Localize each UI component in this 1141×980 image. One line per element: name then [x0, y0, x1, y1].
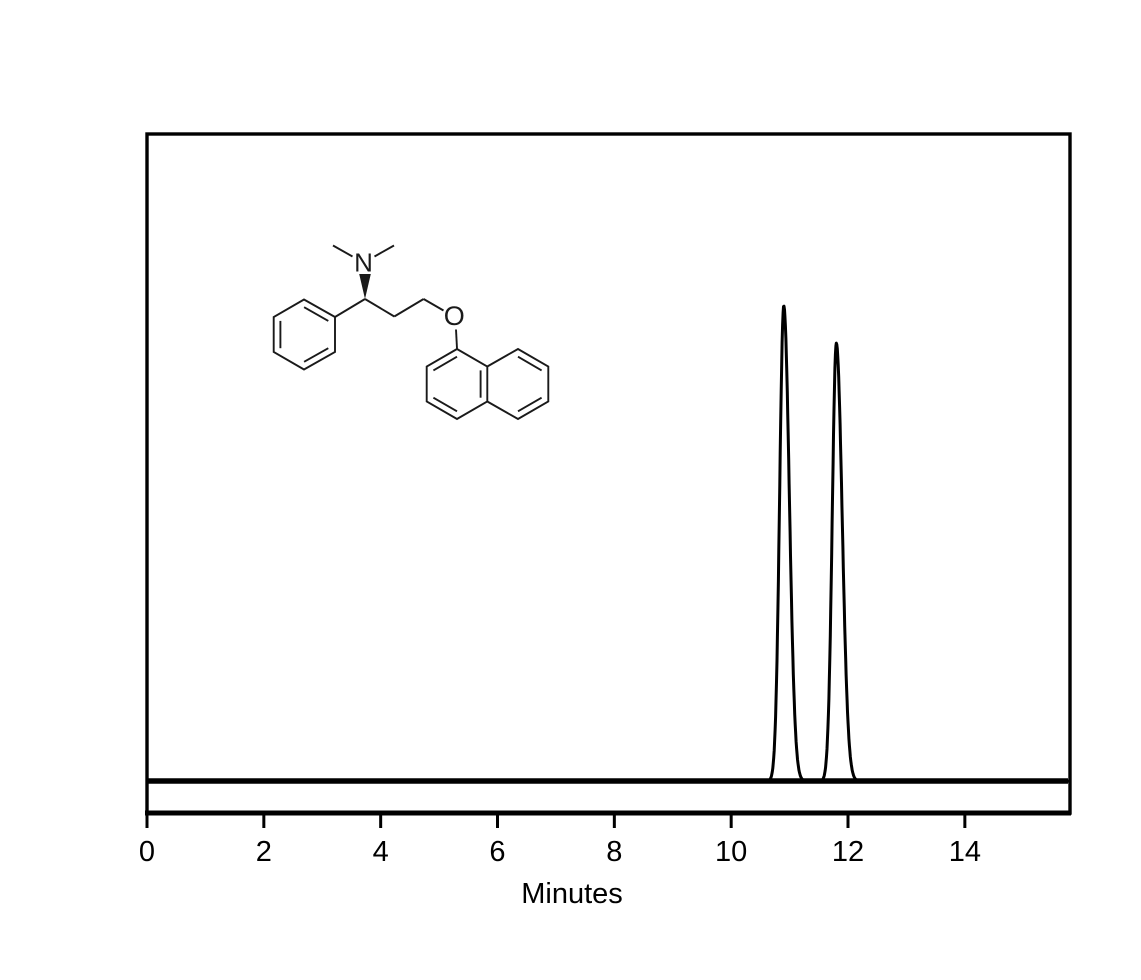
bond	[423, 298, 444, 312]
bond	[364, 298, 395, 318]
x-tick-label: 10	[715, 836, 747, 868]
wedge-bond	[359, 274, 371, 299]
naphthalene-double-bond	[517, 355, 543, 372]
x-axis-title: Minutes	[521, 878, 623, 910]
phenyl-double-bond	[303, 347, 329, 363]
x-tick-label: 2	[256, 836, 272, 868]
x-tick-label: 6	[489, 836, 505, 868]
molecule-structure-dapoxetine: N O	[272, 244, 550, 421]
x-axis-ticks	[145, 814, 967, 828]
plot-frame	[145, 132, 1072, 815]
phenyl-ring	[272, 298, 336, 371]
x-tick-label: 14	[949, 836, 981, 868]
bond	[393, 298, 425, 318]
naphthalene-double-bond	[517, 396, 543, 413]
bond	[334, 298, 366, 318]
x-tick-label: 0	[139, 836, 155, 868]
phenyl-double-bond	[303, 306, 329, 322]
x-tick-label: 4	[373, 836, 389, 868]
chromatogram-trace	[146, 304, 1070, 783]
x-tick-label: 12	[832, 836, 864, 868]
naphthalene-double-bond	[432, 355, 458, 372]
oxygen-label: O	[444, 301, 465, 331]
ether-bond	[455, 329, 458, 349]
naphthalene-ring-right	[486, 347, 550, 421]
n-methyl-bond	[332, 244, 353, 258]
n-methyl-bond	[374, 244, 395, 258]
x-tick-label: 8	[606, 836, 622, 868]
x-axis-tick-labels: 0 2 4 6 8 10 12 14	[139, 836, 981, 868]
nitrogen-label: N	[354, 248, 373, 278]
naphthalene-double-bond	[432, 396, 458, 413]
